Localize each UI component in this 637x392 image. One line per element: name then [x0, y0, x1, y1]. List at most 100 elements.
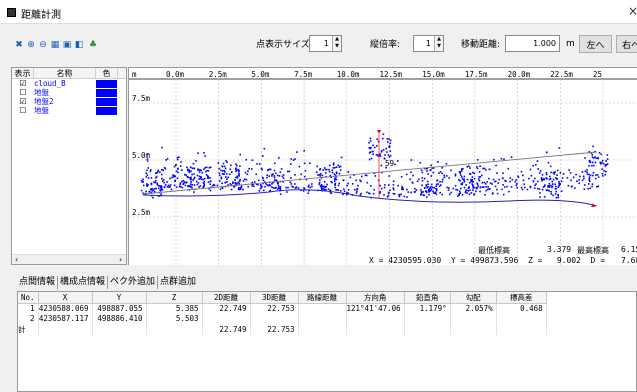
point-cloud-dot: [392, 188, 395, 191]
stepper-arrows-icon[interactable]: ▲ ▼: [332, 36, 341, 51]
layer-color-swatch[interactable]: [96, 79, 117, 88]
table-cell[interactable]: 22.753: [250, 323, 299, 335]
layer-visibility-checkbox[interactable]: ☑: [19, 97, 27, 106]
column-header[interactable]: X: [38, 292, 93, 304]
table-cell[interactable]: [346, 323, 405, 335]
table-cell[interactable]: 2.057%: [450, 303, 497, 314]
point-size-stepper[interactable]: 1 ▲ ▼: [309, 35, 342, 52]
profile-canvas[interactable]: 0.0m 2.5m 5.0m 7.5m 10.0m 12.5m 15.0m 17.5m 20.0…: [129, 68, 637, 265]
point-cloud-dot: [221, 187, 224, 190]
grid-icon[interactable]: ▣: [62, 40, 72, 50]
point-cloud-dot: [484, 193, 486, 196]
layer-color-swatch[interactable]: [96, 88, 117, 97]
scroll-right-icon[interactable]: ›: [119, 255, 123, 264]
table-cell[interactable]: [404, 313, 451, 324]
column-header[interactable]: 方向角: [346, 292, 405, 304]
table-cell[interactable]: 121°41'47.06: [346, 303, 405, 314]
horizontal-scrollbar[interactable]: ‹ ›: [12, 254, 126, 264]
layer-row[interactable]: ☑ cloud_B: [12, 79, 126, 88]
point-cloud-dot: [188, 185, 191, 187]
table-cell[interactable]: [450, 323, 497, 335]
settings-icon[interactable]: ♣: [88, 40, 98, 50]
point-cloud-dot: [247, 170, 249, 172]
table-cell[interactable]: [146, 323, 203, 335]
layer-visibility-checkbox[interactable]: ☑: [19, 79, 27, 88]
move-distance-input[interactable]: 1.000: [505, 35, 560, 52]
tab-pointcloud-add[interactable]: 点群追加: [157, 276, 198, 289]
table-cell[interactable]: 498886.410: [92, 313, 147, 324]
layer-visibility-checkbox[interactable]: ☐: [19, 88, 27, 97]
table-cell[interactable]: 1.179°: [404, 303, 451, 314]
table-cell[interactable]: [450, 313, 497, 324]
table-cell[interactable]: [404, 323, 451, 335]
stepper-arrows-icon[interactable]: ▲ ▼: [434, 36, 443, 51]
table-cell[interactable]: [298, 303, 347, 314]
move-right-button[interactable]: 右へ: [616, 35, 637, 53]
table-cell[interactable]: [346, 313, 405, 324]
layer-visibility-checkbox[interactable]: ☐: [19, 106, 27, 115]
table-cell[interactable]: 22.753: [250, 303, 299, 314]
point-cloud-dot: [209, 177, 211, 179]
column-header[interactable]: 路線距離: [298, 292, 347, 304]
profile-view[interactable]: 0.0m 2.5m 5.0m 7.5m 10.0m 12.5m 15.0m 17.5m 20.0…: [128, 67, 637, 265]
table-cell[interactable]: [496, 313, 547, 324]
table-cell[interactable]: [92, 323, 147, 335]
point-cloud-dot: [537, 168, 539, 170]
move-icon[interactable]: ✖: [15, 40, 23, 50]
vertical-scale-stepper[interactable]: 1 ▲ ▼: [413, 35, 444, 52]
close-button[interactable]: ×: [628, 4, 637, 18]
table-cell[interactable]: 計: [18, 323, 39, 335]
table-row[interactable]: 計 22.749 22.753: [18, 323, 547, 335]
layer-row[interactable]: ☐ 地盤: [12, 106, 126, 115]
fit-view-icon[interactable]: ▦: [50, 40, 60, 50]
zoom-in-icon[interactable]: ⊕: [27, 40, 35, 50]
table-cell[interactable]: [250, 313, 299, 324]
column-header[interactable]: 勾配: [450, 292, 497, 304]
table-cell[interactable]: 22.749: [202, 303, 251, 314]
layer-row[interactable]: ☑ 地盤2: [12, 97, 126, 106]
point-cloud-dot: [435, 185, 438, 188]
layer-color-swatch[interactable]: [96, 97, 117, 106]
table-cell[interactable]: [496, 323, 547, 335]
point-cloud-dot: [521, 174, 524, 177]
col-display[interactable]: 表示: [12, 68, 34, 78]
table-cell[interactable]: [38, 323, 93, 335]
column-header[interactable]: Z: [146, 292, 203, 304]
point-cloud-dot: [466, 178, 469, 181]
layer-color-swatch[interactable]: [96, 106, 117, 115]
table-cell[interactable]: 4230588.069: [38, 303, 93, 314]
table-cell[interactable]: [298, 323, 347, 335]
zoom-out-icon[interactable]: ⊖: [39, 40, 47, 50]
table-cell[interactable]: 5.503: [146, 313, 203, 324]
column-header[interactable]: No.: [18, 292, 39, 304]
x-tick-label: 12.5m: [380, 70, 403, 79]
point-cloud-dot: [432, 190, 434, 193]
scroll-left-icon[interactable]: ‹: [15, 255, 19, 264]
table-row[interactable]: 1 4230588.069 498887.055 5.385 22.749 22.753 1…: [18, 303, 547, 314]
table-cell[interactable]: 1: [18, 303, 39, 314]
table-cell[interactable]: 0.468: [496, 303, 547, 314]
point-cloud-dot: [333, 180, 336, 182]
table-cell[interactable]: 4230587.117: [38, 313, 93, 324]
table-cell[interactable]: 498887.055: [92, 303, 147, 314]
table-cell[interactable]: 5.385: [146, 303, 203, 314]
tab-vector-add[interactable]: ペク外追加: [107, 276, 157, 289]
table-cell[interactable]: 2: [18, 313, 39, 324]
col-color[interactable]: 色: [96, 68, 118, 78]
column-header[interactable]: 2D距離: [202, 292, 251, 304]
export-icon[interactable]: ◧: [74, 40, 84, 50]
column-header[interactable]: 鉛直角: [404, 292, 451, 304]
layer-row[interactable]: ☐ 地盤: [12, 88, 126, 97]
table-cell[interactable]: [298, 313, 347, 324]
move-left-button[interactable]: 左へ: [579, 35, 612, 53]
table-cell[interactable]: 22.749: [202, 323, 251, 335]
point-cloud-dot: [420, 169, 423, 172]
tab-vertex-info[interactable]: 構成点情報: [57, 276, 107, 289]
table-cell[interactable]: [202, 313, 251, 324]
column-header[interactable]: 3D距離: [250, 292, 299, 304]
table-row[interactable]: 2 4230587.117 498886.410 5.503: [18, 313, 547, 324]
column-header[interactable]: Y: [92, 292, 147, 304]
col-name[interactable]: 名称: [34, 68, 96, 78]
column-header[interactable]: 標高差: [496, 292, 547, 304]
tab-point-info[interactable]: 点間情報: [19, 277, 56, 287]
